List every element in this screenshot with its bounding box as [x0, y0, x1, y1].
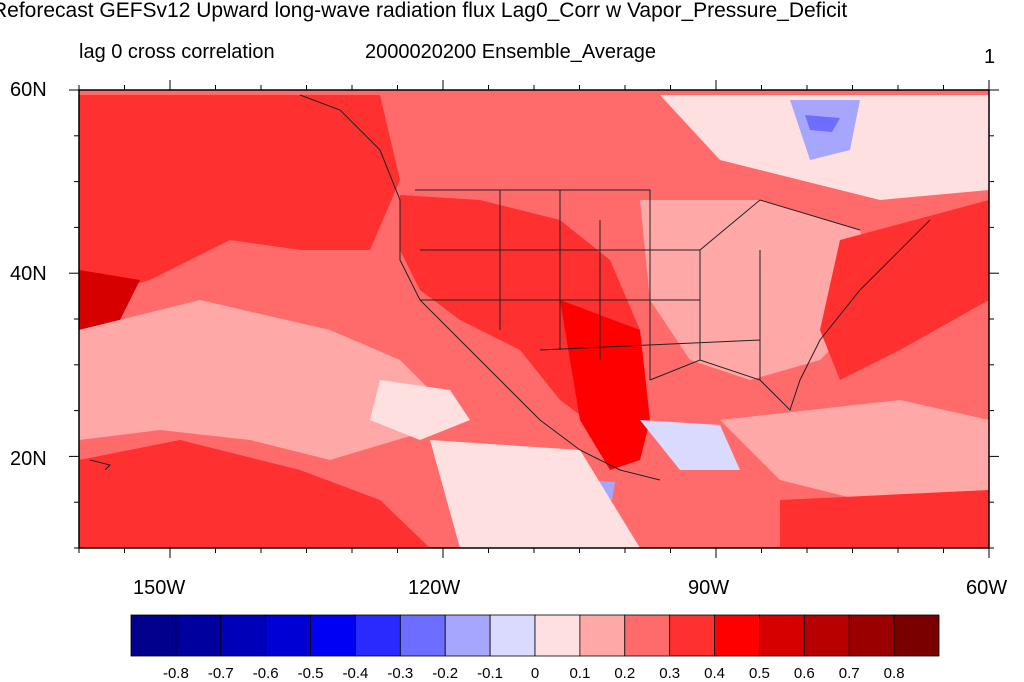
region-gulf-negative — [640, 420, 740, 470]
colorbar-label: 0.2 — [614, 665, 636, 682]
colorbar-label: -0.3 — [387, 665, 414, 682]
colorbar-label: 0.1 — [569, 665, 591, 682]
colorbar-swatch — [579, 614, 626, 657]
lat-label-40n: 40N — [10, 263, 47, 285]
subtitle-center: 2000020200 Ensemble_Average — [365, 41, 656, 63]
axis-ticks — [69, 80, 999, 558]
subtitle-left: lag 0 cross correlation — [79, 41, 275, 63]
region-south-pacific — [79, 440, 430, 548]
coastlines — [89, 94, 931, 481]
region-east-pacific-pale — [430, 440, 640, 548]
region-pacific-core — [79, 270, 140, 330]
colorbar-swatch — [714, 614, 760, 657]
colorbar-swatch — [669, 614, 715, 657]
lon-label-150w: 150W — [133, 577, 186, 599]
colorbar-label: -0.8 — [162, 665, 189, 682]
colorbar-label: 0 — [530, 665, 540, 682]
colorbar-label: -0.1 — [477, 665, 504, 682]
colorbar-label: -0.2 — [432, 665, 459, 682]
colorbar-swatch — [759, 614, 805, 657]
colorbar-swatch — [489, 614, 536, 657]
colorbar-swatch — [848, 614, 895, 657]
colorbar-label: 0.5 — [749, 665, 770, 682]
colorbar-label: 0.8 — [883, 665, 905, 682]
region-pacific-pale — [79, 300, 440, 460]
colorbar-swatch — [220, 614, 267, 657]
lon-label-120w: 120W — [408, 577, 461, 599]
region-mexico-core — [560, 300, 650, 470]
colorbar-swatch — [893, 614, 940, 657]
colorbar-label: 0.6 — [793, 665, 815, 682]
lat-label-20n: 20N — [10, 448, 47, 470]
colorbar-label: -0.5 — [297, 665, 324, 682]
map-field — [79, 90, 989, 548]
colorbar-swatch — [534, 614, 581, 657]
lat-label-60n: 60N — [10, 79, 47, 101]
lon-label-60w: 60W — [966, 577, 1008, 599]
region-ne-pacific — [79, 95, 400, 300]
colorbar-swatch — [803, 614, 850, 657]
region-atlantic-band — [820, 200, 989, 380]
region-hudson-core — [805, 115, 840, 132]
colorbar-swatch — [265, 614, 311, 657]
colorbar-swatch — [355, 614, 401, 657]
colorbar-swatch — [444, 614, 491, 657]
colorbar-label: -0.7 — [207, 665, 234, 682]
colorbar-label: 0.7 — [838, 665, 860, 682]
colorbar-swatch — [175, 614, 222, 657]
colorbar-label: -0.4 — [342, 665, 369, 682]
region-south-atlantic — [780, 490, 989, 548]
colorbar-label: -0.6 — [252, 665, 279, 682]
lon-label-90w: 90W — [688, 577, 730, 599]
region-caribbean — [720, 400, 989, 510]
colorbar-swatch — [130, 614, 177, 657]
colorbar-label: 0.3 — [659, 665, 681, 682]
map-title: Reforecast GEFSv12 Upward long-wave radi… — [0, 0, 848, 22]
colorbar-label: 0.4 — [704, 665, 725, 682]
region-pacific-neutral — [370, 380, 470, 440]
colorbar-swatch — [624, 614, 671, 657]
colorbar-swatch — [399, 614, 446, 657]
subtitle-right: 1 — [984, 46, 996, 68]
colorbar-swatch — [310, 614, 356, 657]
